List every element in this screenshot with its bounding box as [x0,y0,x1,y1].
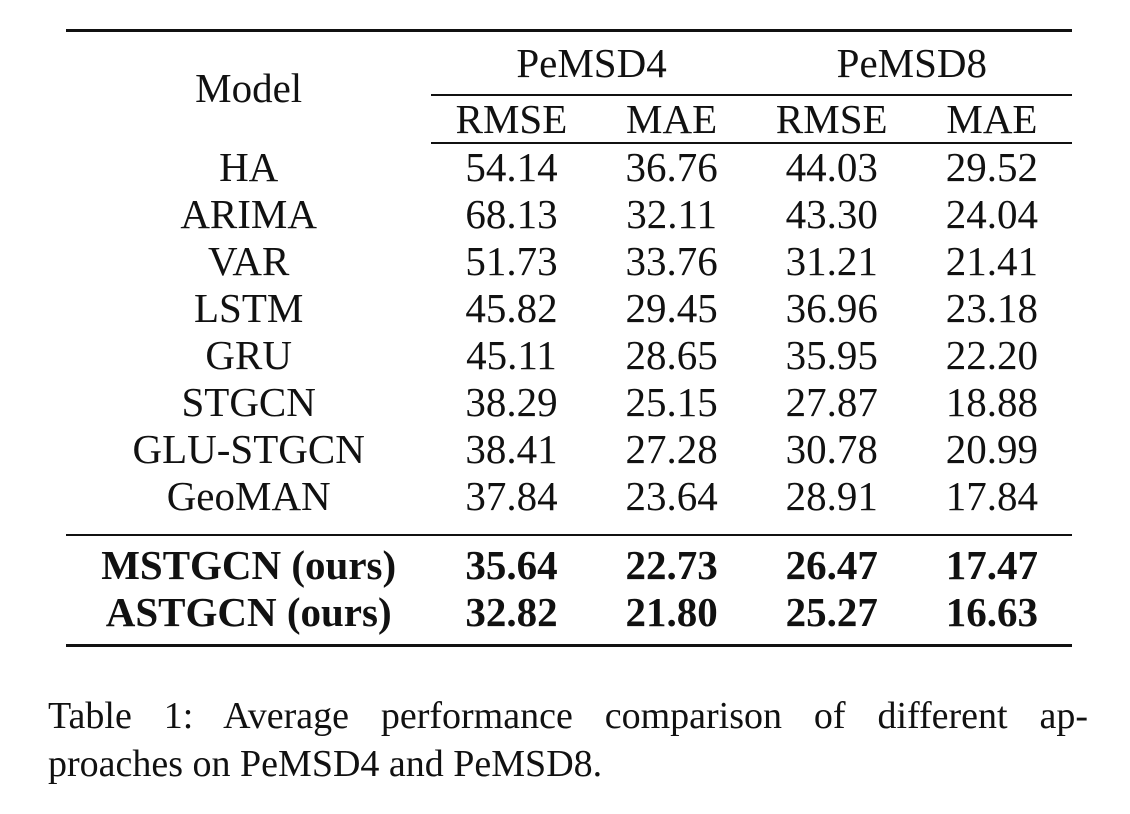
table-cell: 38.29 [465,379,558,425]
table-row: ARIMA 68.13 32.11 43.30 24.04 [66,191,1072,238]
table-cell: 45.82 [465,285,558,331]
table-cell: 23.18 [945,285,1039,331]
table-cell: 38.41 [465,426,558,472]
table-separator [66,520,1072,536]
table-cell: 36.96 [785,285,878,331]
model-name: ASTGCN (ours) [66,589,432,647]
table-cell: 29.45 [625,285,718,331]
table-cell: 28.91 [785,473,878,519]
table-row: MSTGCN (ours) 35.64 22.73 26.47 17.47 [66,535,1072,589]
results-table-container: Model PeMSD4 PeMSD8 RMSE MAE RMSE MAE HA… [66,29,1072,647]
model-name: GLU-STGCN [132,426,365,472]
table-cell: 32.82 [431,589,592,647]
table-row: LSTM 45.82 29.45 36.96 23.18 [66,285,1072,332]
table-cell: 25.27 [751,589,912,647]
table-cell: 21.41 [945,238,1039,284]
group-header-pemsd8: PeMSD8 [751,29,1072,96]
table-cell: 17.47 [945,542,1039,588]
table-cell: 32.11 [626,191,717,237]
table-cell: 45.11 [466,332,557,378]
table-cell: 51.73 [465,238,558,284]
metric-header: MAE [911,95,1072,144]
model-name: HA [219,143,279,190]
table-cell: 36.76 [625,144,718,190]
model-name: STGCN [181,379,316,425]
results-table: Model PeMSD4 PeMSD8 RMSE MAE RMSE MAE HA… [66,29,1072,647]
model-name: VAR [208,238,290,284]
table-cell: 16.63 [911,589,1072,647]
table-cell: 17.84 [945,473,1039,519]
group-header-pemsd4: PeMSD4 [431,29,752,96]
table-cell: 30.78 [785,426,878,472]
table-cell: 37.84 [465,473,558,519]
table-row: GLU-STGCN 38.41 27.28 30.78 20.99 [66,426,1072,473]
table-row: VAR 51.73 33.76 31.21 21.41 [66,238,1072,285]
table-row: GRU 45.11 28.65 35.95 22.20 [66,332,1072,379]
table-cell: 23.64 [625,473,718,519]
table-cell: 22.73 [625,542,718,588]
table-cell: 29.52 [945,144,1039,190]
table-cell: 35.95 [785,332,878,378]
table-cell: 54.14 [465,144,558,190]
model-column-header: Model [66,29,432,143]
table-cell: 68.13 [465,191,558,237]
table-row: ASTGCN (ours) 32.82 21.80 25.27 16.63 [66,589,1072,647]
model-name: GRU [205,332,292,378]
table-cell: 20.99 [945,426,1039,472]
metric-header: RMSE [431,95,592,144]
model-name: GeoMAN [166,473,331,519]
caption-line: Table 1: Average performance comparison … [48,695,1088,737]
table-cell: 27.87 [785,379,878,425]
table-cell: 27.28 [625,426,718,472]
table-row: STGCN 38.29 25.15 27.87 18.88 [66,379,1072,426]
table-cell: 21.80 [591,589,752,647]
table-cell: 24.04 [945,191,1039,237]
model-name: LSTM [194,285,304,331]
metric-header: RMSE [751,95,912,144]
table-cell: 44.03 [785,144,878,190]
model-name: ARIMA [180,191,318,237]
table-row: HA 54.14 36.76 44.03 29.52 [66,143,1072,191]
header-row-metrics: RMSE MAE RMSE MAE [66,95,1072,144]
caption-line: proaches on PeMSD4 and PeMSD8. [48,743,603,785]
table-cell: 25.15 [625,379,718,425]
table-cell: 35.64 [465,542,558,588]
table-cell: 28.65 [625,332,718,378]
metric-header: MAE [591,95,752,144]
table-caption: Table 1: Average performance comparison … [48,692,1088,788]
table-cell: 33.76 [625,238,718,284]
header-row-groups: Model PeMSD4 PeMSD8 [66,29,1072,143]
table-cell: 22.20 [945,332,1039,378]
table-row: GeoMAN 37.84 23.64 28.91 17.84 [66,473,1072,520]
table-cell: 26.47 [785,542,878,588]
model-name: MSTGCN (ours) [101,542,397,588]
table-cell: 43.30 [785,191,878,237]
table-cell: 31.21 [785,238,878,284]
table-cell: 18.88 [945,379,1039,425]
